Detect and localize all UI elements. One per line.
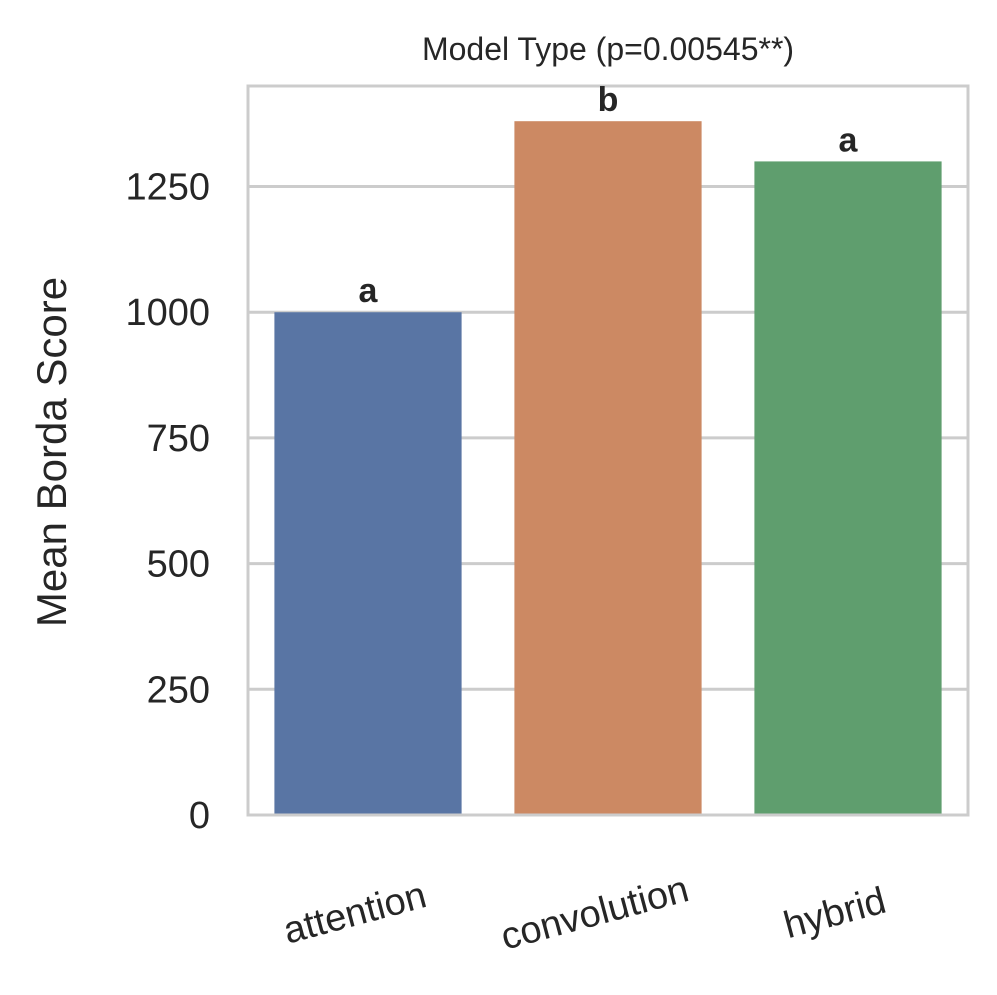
plot-border	[246, 84, 970, 817]
x-tick-label: attention	[279, 874, 431, 952]
x-tick-label: hybrid	[779, 880, 890, 947]
y-tick-labels: 0 250 500 750 1000 1250	[125, 167, 210, 837]
significance-label-attention: a	[359, 272, 379, 310]
y-tick-label: 750	[147, 418, 210, 460]
bar-hybrid	[754, 161, 942, 815]
y-tick-label: 1000	[125, 292, 210, 334]
bar-attention	[274, 312, 462, 815]
x-tick-label: convolution	[497, 868, 694, 958]
y-tick-label: 250	[147, 669, 210, 711]
plot-frame	[246, 84, 970, 817]
significance-label-convolution: b	[598, 81, 619, 119]
x-tick-labels: attention convolution hybrid	[279, 868, 890, 958]
significance-label-hybrid: a	[839, 121, 859, 159]
y-axis-label: Mean Borda Score	[28, 277, 75, 627]
significance-labels: a b a	[359, 81, 859, 310]
y-tick-label: 0	[189, 795, 210, 837]
bar-convolution	[514, 121, 702, 815]
bars	[274, 121, 942, 815]
y-tick-label: 1250	[125, 167, 210, 209]
y-tick-label: 500	[147, 544, 210, 586]
chart-title: Model Type (p=0.00545**)	[422, 31, 794, 67]
